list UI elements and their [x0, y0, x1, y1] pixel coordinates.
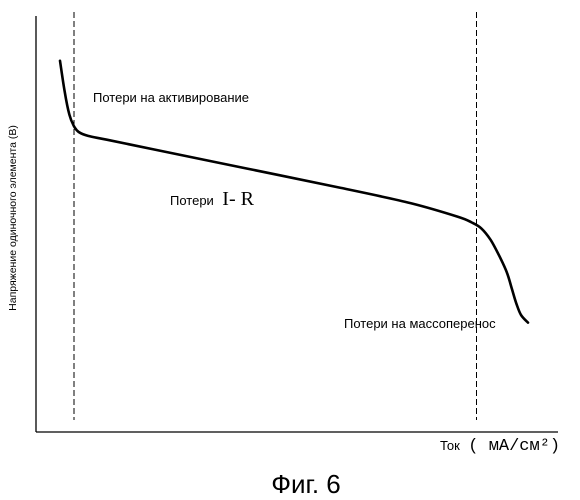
x-axis-label: Ток ( мА/см²): [440, 437, 560, 456]
annotation-ir-loss-word: Потери: [170, 193, 214, 208]
x-axis-label-word: Ток: [440, 438, 460, 453]
region-dividers: [74, 12, 477, 420]
figure-caption: Фиг. 6: [271, 469, 341, 499]
annotation-mass-transfer-loss: Потери на массоперенос: [344, 316, 496, 331]
annotation-ir-loss-symbol: I- R: [222, 188, 254, 210]
annotation-ir-loss: Потери I- R: [170, 188, 255, 210]
y-axis-label: Напряжение одиночного элемента (В): [7, 125, 19, 311]
x-axis-label-unit: ( мА/см²): [468, 437, 560, 456]
annotation-activation-loss: Потери на активирование: [93, 90, 249, 105]
